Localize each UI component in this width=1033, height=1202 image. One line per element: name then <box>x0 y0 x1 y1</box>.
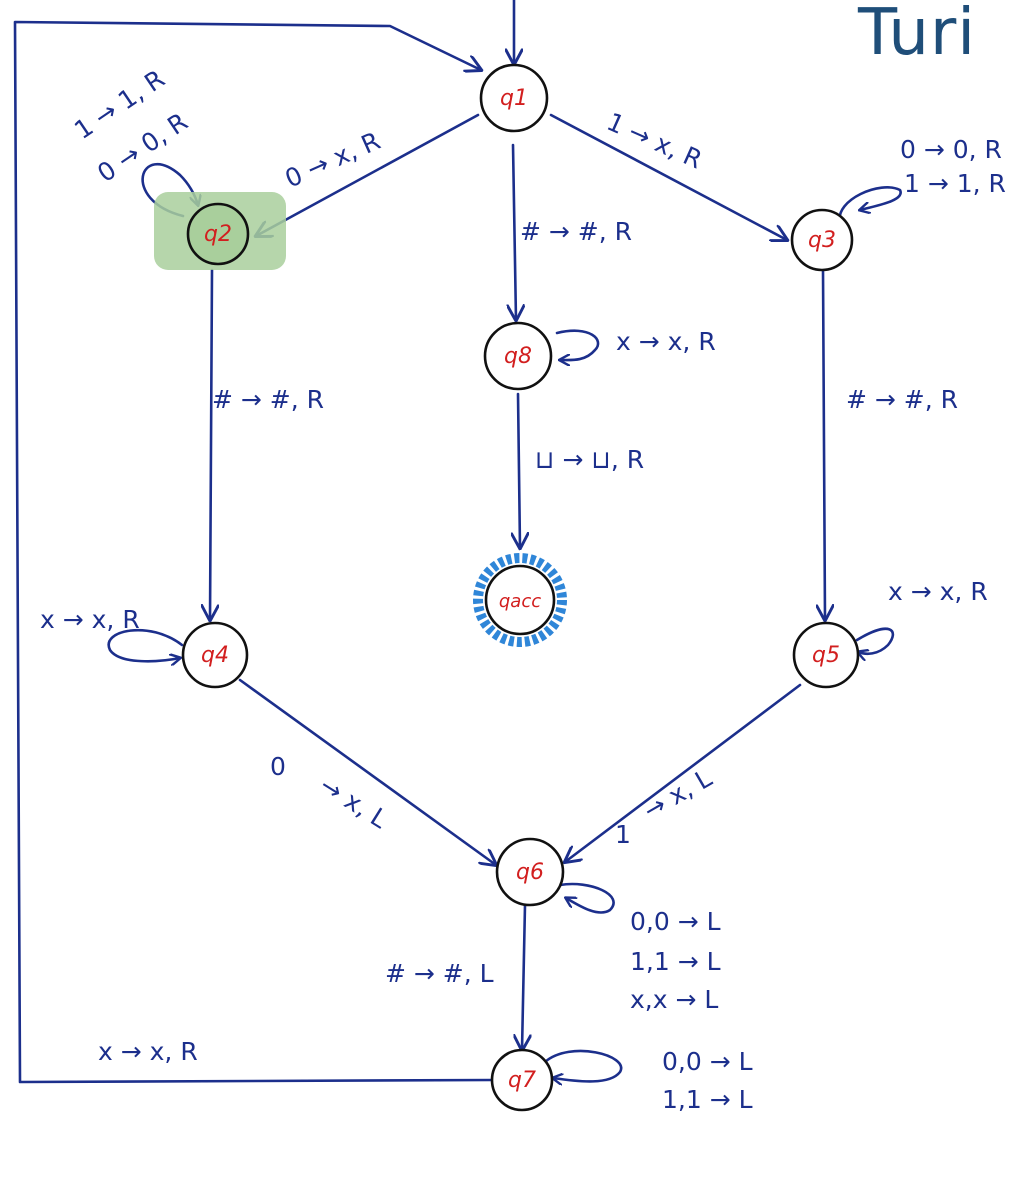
state-q5-label: q5 <box>812 643 840 668</box>
label-q4-loop: x → x, R <box>40 605 140 634</box>
state-q7-label: q7 <box>508 1068 536 1093</box>
state-q1-label: q1 <box>500 86 528 111</box>
state-q6: q6 <box>495 837 565 907</box>
label-q1-q3: 1 → x, R <box>603 107 707 174</box>
label-q5-q6-action: → x, L <box>639 763 717 825</box>
label-q4-q6-symbol: 0 <box>270 752 286 781</box>
state-q4-label: q4 <box>201 643 229 668</box>
state-q3: q3 <box>790 208 854 272</box>
state-q6-label: q6 <box>516 860 544 885</box>
label-q6-loop-3: x,x → L <box>630 985 718 1014</box>
label-q6-loop-1: 0,0 → L <box>630 907 721 936</box>
edge-q1-q2 <box>256 113 480 236</box>
edge-q5-q6 <box>565 683 802 862</box>
edge-q2-q4 <box>210 268 212 620</box>
title-text: Turi <box>858 0 977 70</box>
edge-q6-q7 <box>522 903 525 1050</box>
state-q3-label: q3 <box>808 228 836 253</box>
loop-q6 <box>558 882 615 914</box>
label-q7-loop-2: 1,1 → L <box>662 1085 753 1114</box>
loop-q4 <box>107 628 184 661</box>
label-q1-q8: # → #, R <box>520 217 632 246</box>
label-q3-q5: # → #, R <box>846 385 958 414</box>
edge-q1-q3 <box>549 113 787 240</box>
label-q7-q1: x → x, R <box>98 1037 198 1066</box>
label-q6-q7: # → #, L <box>385 959 494 988</box>
state-q5: q5 <box>792 621 860 689</box>
edge-q3-q5 <box>823 268 825 620</box>
label-q5-loop: x → x, R <box>888 577 988 606</box>
state-q8: q8 <box>483 321 553 391</box>
loop-q3 <box>838 186 902 224</box>
label-q1-q2: 0 → x, R <box>281 126 385 193</box>
label-q3-loop-1: 0 → 0, R <box>900 135 1002 164</box>
label-q5-q6-symbol: 1 <box>615 820 631 849</box>
label-q8-loop: x → x, R <box>616 327 716 356</box>
state-q4: q4 <box>181 621 249 689</box>
label-q2-q4: # → #, R <box>212 385 324 414</box>
label-q8-qacc: ⊔ → ⊔, R <box>535 445 644 474</box>
loop-q7 <box>543 1049 623 1081</box>
state-q8-label: q8 <box>504 344 532 369</box>
state-qacc-label: qacc <box>499 591 541 612</box>
edge-q7-q1 <box>13 20 495 1084</box>
label-q6-loop-2: 1,1 → L <box>630 947 721 976</box>
state-q1: q1 <box>479 63 549 133</box>
state-qacc: qacc <box>473 553 567 647</box>
state-q2-label: q2 <box>204 222 232 247</box>
label-q3-loop-2: 1 → 1, R <box>904 169 1006 198</box>
label-q7-loop-1: 0,0 → L <box>662 1047 753 1076</box>
edge-q8-qacc <box>518 392 520 548</box>
state-q7: q7 <box>490 1048 554 1112</box>
loop-q5 <box>857 627 895 654</box>
state-q2: q2 <box>186 202 250 266</box>
label-q4-q6-action: → x, L <box>315 770 393 834</box>
edge-q1-q8 <box>513 143 516 320</box>
loop-q8 <box>555 329 600 360</box>
edge-q4-q6 <box>238 678 496 865</box>
